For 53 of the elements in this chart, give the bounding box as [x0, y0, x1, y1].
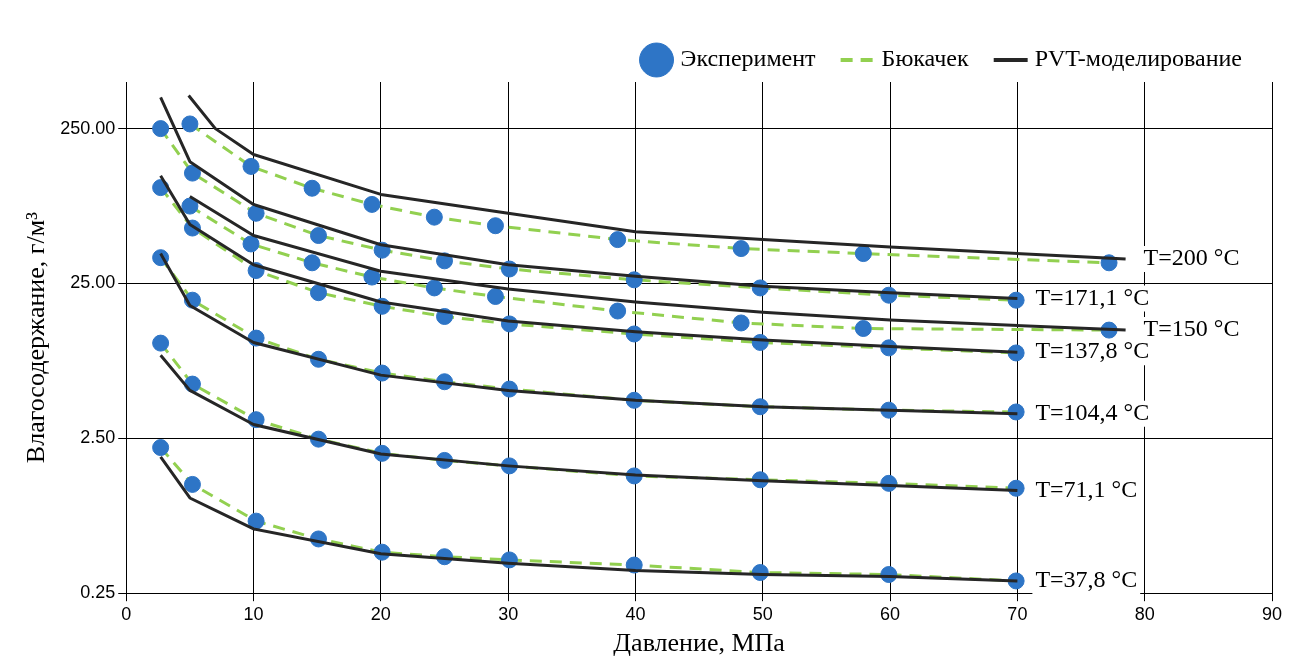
- point: [732, 314, 750, 332]
- y-tick-label: 250.00: [60, 117, 116, 138]
- x-tick-label: 0: [121, 603, 132, 624]
- point: [242, 235, 260, 253]
- x-tick-label: 40: [625, 603, 646, 624]
- point: [303, 179, 321, 197]
- annotation: T=104,4 °C: [1035, 399, 1150, 426]
- point: [609, 302, 627, 320]
- annotation: T=171,1 °C: [1035, 283, 1150, 310]
- x-tick-label: 80: [1134, 603, 1155, 624]
- x-tick-label: 10: [243, 603, 264, 624]
- point: [425, 279, 443, 297]
- point: [247, 512, 265, 530]
- legend-label: Эксперимент: [680, 45, 817, 72]
- point: [425, 208, 443, 226]
- point: [183, 164, 201, 182]
- point: [247, 204, 265, 222]
- point: [486, 288, 504, 305]
- x-axis-title: Давление, МПа: [613, 628, 786, 658]
- annotation: T=200 °C: [1143, 244, 1240, 271]
- point: [732, 240, 750, 258]
- annotation: T=71,1 °C: [1035, 475, 1138, 502]
- y-tick-label: 0.25: [80, 582, 116, 603]
- x-tick-label: 50: [752, 603, 773, 624]
- point: [152, 334, 170, 352]
- point: [609, 231, 627, 249]
- y-tick-label: 25.00: [70, 272, 116, 293]
- x-tick-label: 60: [880, 603, 901, 624]
- annotation: T=150 °C: [1143, 315, 1240, 342]
- point: [242, 157, 260, 175]
- legend-label: Бюкачек: [881, 45, 970, 72]
- x-tick-label: 20: [370, 603, 391, 624]
- point: [854, 245, 872, 263]
- point: [486, 217, 504, 235]
- point: [183, 475, 201, 493]
- point: [181, 115, 199, 133]
- annotation: T=37,8 °C: [1035, 566, 1138, 593]
- x-tick-label: 90: [1261, 603, 1283, 624]
- point: [309, 284, 327, 302]
- point: [363, 268, 381, 286]
- legend-label: PVT-моделирование: [1034, 45, 1243, 72]
- x-tick-label: 30: [498, 603, 519, 624]
- y-axis-title: Влагосодержание, г/м³: [21, 211, 51, 464]
- point: [363, 195, 381, 213]
- x-tick-label: 70: [1007, 603, 1028, 624]
- y-tick-label: 2.50: [80, 427, 116, 448]
- annotation: T=137,8 °C: [1035, 337, 1150, 364]
- point: [303, 254, 321, 272]
- point: [309, 227, 327, 245]
- point: [854, 320, 872, 337]
- point: [181, 197, 199, 215]
- point: [152, 120, 170, 138]
- point: [152, 439, 170, 457]
